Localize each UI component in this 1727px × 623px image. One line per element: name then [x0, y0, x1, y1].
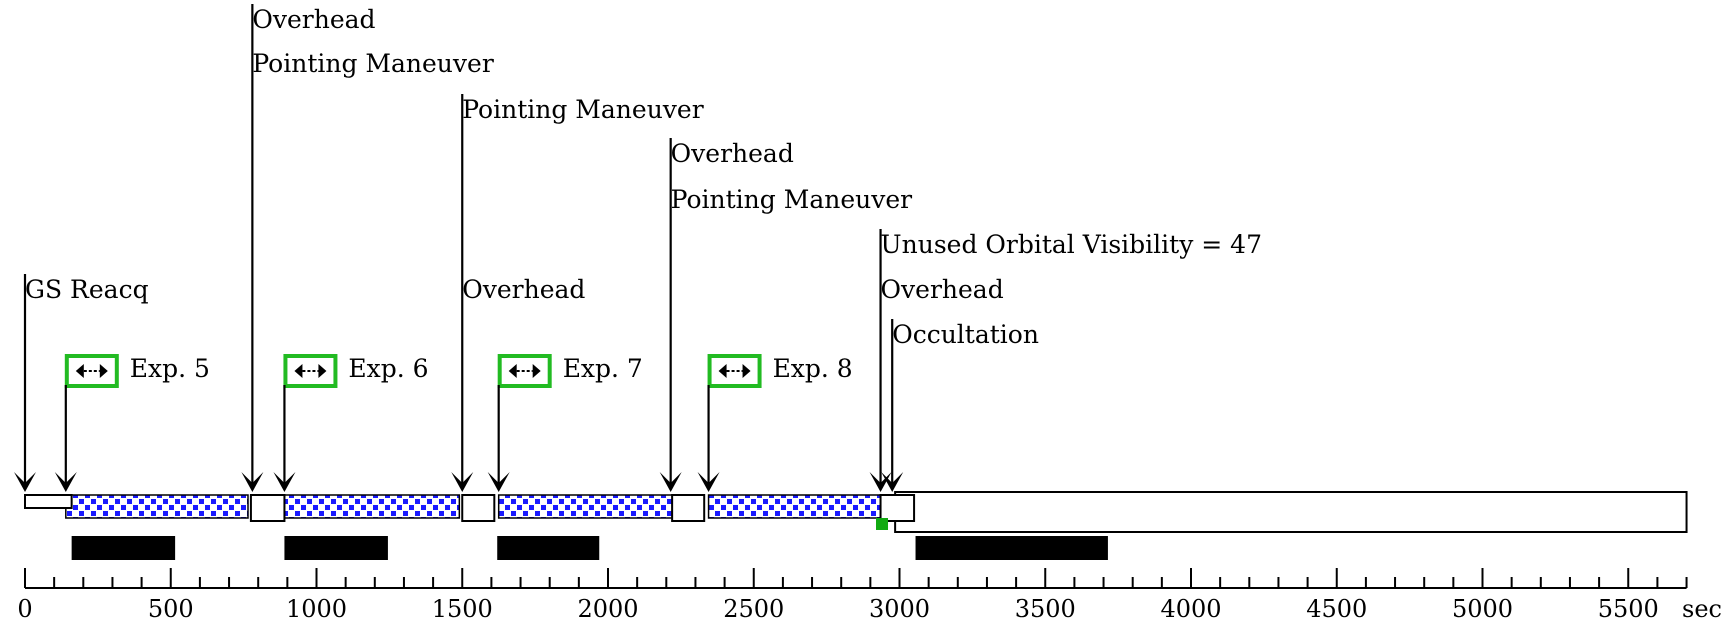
arrow-head — [881, 472, 904, 492]
exposure-icon — [283, 354, 338, 388]
exposure-box — [707, 494, 882, 519]
arrow-head — [14, 472, 36, 492]
exposure-box — [283, 494, 461, 519]
arrow-both-icon — [294, 364, 327, 378]
arrow-head — [869, 472, 892, 492]
exposure-icon — [707, 354, 762, 388]
overhead-box — [461, 494, 496, 522]
event-label: Pointing Maneuver — [252, 49, 493, 78]
event-label: Unused Orbital Visibility = 47 — [881, 230, 1262, 259]
occultation-box — [894, 491, 1688, 533]
event-label: Pointing Maneuver — [671, 185, 912, 214]
event-label: GS Reacq — [25, 275, 149, 304]
arrow-both-icon — [508, 364, 541, 378]
arrow-head — [54, 472, 77, 492]
arrow-head — [659, 472, 682, 492]
exposure-label: Exp. 5 — [130, 354, 210, 383]
arrow-both-icon — [75, 364, 108, 378]
black-bar — [497, 536, 600, 560]
axis-unit-label: sec — [1682, 595, 1722, 623]
tick-label: 5000 — [1452, 595, 1513, 623]
arrow-head — [241, 472, 264, 492]
exposure-icon — [64, 354, 119, 388]
tick-label: 1500 — [432, 595, 493, 623]
exposure-label: Exp. 8 — [773, 354, 853, 383]
exposure-icon-frame — [497, 354, 552, 388]
tick-label: 4500 — [1306, 595, 1367, 623]
black-bar — [284, 536, 388, 560]
black-bar — [71, 536, 176, 560]
tick-label: 3500 — [1015, 595, 1076, 623]
exposure-box — [497, 494, 673, 519]
black-bar — [915, 536, 1108, 560]
timeline-boxes — [24, 491, 1688, 533]
event-label: Overhead — [671, 139, 794, 168]
event-label: Overhead — [462, 275, 585, 304]
tick-label: 2500 — [723, 595, 784, 623]
exposure-box — [65, 494, 249, 519]
time-axis: 0 500 1000 1500 2000 2500 3000 3500 4000 4500 5000… — [17, 568, 1722, 623]
exposure-icon — [497, 354, 552, 388]
event-pointers — [14, 4, 904, 492]
overhead-box — [671, 494, 706, 522]
arrow-head — [697, 472, 720, 492]
tick-label: 3000 — [869, 595, 930, 623]
overhead-box — [249, 494, 286, 522]
event-labels: Overhead Pointing Maneuver Pointing Maneuv… — [25, 5, 1262, 388]
event-label: Pointing Maneuver — [462, 95, 703, 124]
green-marker — [876, 518, 889, 530]
tick-label: 4000 — [1160, 595, 1221, 623]
arrow-head — [451, 472, 474, 492]
arrow-head — [487, 472, 510, 492]
tick-label: 1000 — [286, 595, 347, 623]
event-label: Overhead — [881, 275, 1004, 304]
black-bars — [71, 536, 1108, 560]
exposure-label: Exp. 6 — [348, 354, 428, 383]
overhead-box — [879, 494, 916, 522]
exposure-icon-frame — [64, 354, 119, 388]
event-label: Overhead — [252, 5, 375, 34]
tick-label: 5500 — [1598, 595, 1659, 623]
tick-label: 0 — [17, 595, 32, 623]
arrow-head — [273, 472, 296, 492]
tick-label: 500 — [148, 595, 194, 623]
overhead-box — [24, 494, 73, 509]
arrow-both-icon — [718, 364, 751, 378]
tick-label: 2000 — [577, 595, 638, 623]
event-label: Occultation — [892, 320, 1039, 349]
exposure-label: Exp. 7 — [563, 354, 643, 383]
